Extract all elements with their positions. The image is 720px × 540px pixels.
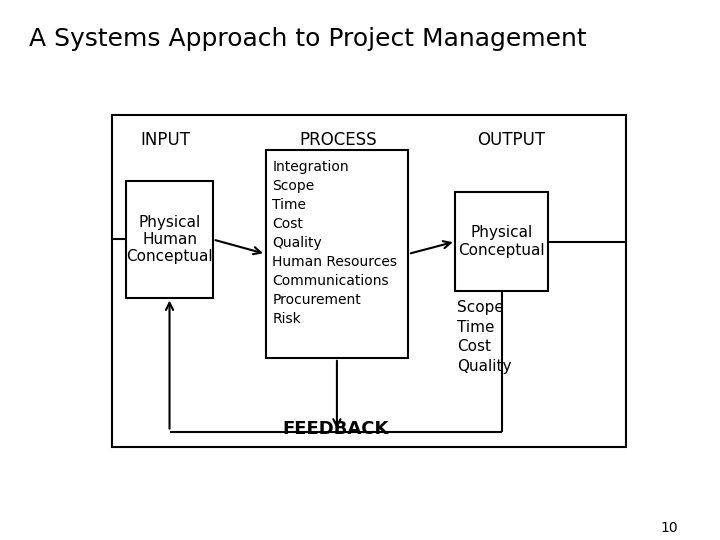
Bar <box>112 114 626 447</box>
Text: Integration
Scope
Time
Cost
Quality
Human Resources
Communications
Procurement
R: Integration Scope Time Cost Quality Huma… <box>272 160 397 326</box>
Text: FEEDBACK: FEEDBACK <box>282 420 389 437</box>
Text: Physical
Conceptual: Physical Conceptual <box>458 225 545 258</box>
Text: A Systems Approach to Project Management: A Systems Approach to Project Management <box>29 27 586 51</box>
Text: INPUT: INPUT <box>140 131 190 149</box>
Text: 10: 10 <box>661 521 678 535</box>
Bar <box>126 181 213 298</box>
Text: OUTPUT: OUTPUT <box>477 131 545 149</box>
Text: Physical
Human
Conceptual: Physical Human Conceptual <box>126 214 213 265</box>
Text: PROCESS: PROCESS <box>300 131 377 149</box>
Bar <box>456 192 548 292</box>
Text: Scope
Time
Cost
Quality: Scope Time Cost Quality <box>457 300 512 374</box>
Bar <box>266 150 408 358</box>
